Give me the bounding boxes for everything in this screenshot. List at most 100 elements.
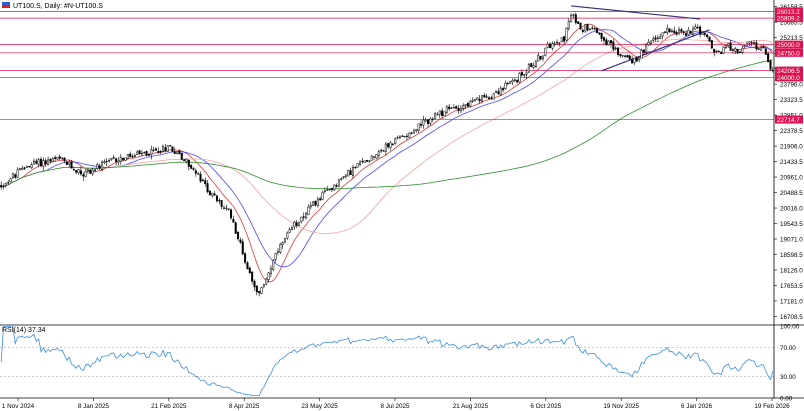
candle [598,32,601,36]
x-tick-label: 23 May 2025 [301,403,338,410]
candle [591,25,594,31]
candle [68,160,71,168]
candle [560,37,563,43]
candle [408,132,411,139]
candle [63,157,66,163]
candle [645,43,648,55]
candle [668,28,671,33]
candle-body [445,106,448,113]
candle [689,30,692,34]
candle-body [373,156,376,158]
candle [511,78,514,85]
candle [237,230,240,241]
candle-body [473,99,476,102]
candle-body [483,94,486,98]
candle [2,183,5,190]
candle-body [354,166,357,169]
candle-body [54,157,57,159]
candle-body [63,157,66,162]
candle [525,68,528,79]
candle-body [11,173,14,179]
candle-body [567,20,570,29]
candle [441,107,444,119]
candle [757,47,760,50]
candle-body [659,36,662,39]
level-label-bg [775,73,803,82]
candle [659,33,662,40]
candle [715,50,718,54]
candle-body [736,49,739,54]
candle-body [79,170,82,175]
candle [373,156,376,161]
candle [56,156,59,161]
candle [652,36,655,43]
candle-body [466,103,469,107]
candle-body [427,119,430,124]
candle [349,167,352,175]
candle [577,21,580,24]
candle [654,35,657,42]
candle [738,50,742,54]
candle-body [344,174,347,177]
candle [675,30,678,37]
candle-body [157,151,160,153]
candle [450,106,453,110]
candle [771,66,774,73]
x-tick-label: 8 Jul 2025 [380,403,410,410]
candle-body [462,105,465,109]
candle-body [436,114,439,116]
candle [35,158,38,165]
candle-body [478,98,481,102]
candle [699,25,702,38]
level-label-bg [775,14,803,23]
candle-body [35,160,38,164]
candle [492,92,495,100]
candle [727,43,730,48]
candle [140,149,143,157]
candle [703,31,706,37]
candle [366,159,369,162]
candle-body [553,43,556,45]
candle [405,133,408,141]
candle [431,117,434,123]
candle [443,111,446,116]
candle [86,167,89,174]
candle [546,41,549,49]
candle-body [558,42,561,44]
candle [117,157,120,166]
y-tick-label: 16708.5 [780,314,803,321]
candle [452,104,455,109]
candle [185,158,188,164]
candle [642,49,645,56]
candle [288,227,291,234]
candle [54,155,57,162]
y-tick-label: 17653.5 [780,283,803,290]
candle-body [760,47,763,51]
candle-body [579,22,582,30]
level-label: 26013.2 [777,9,800,16]
candle [295,220,298,229]
candle [305,211,308,220]
candle-body [173,151,176,154]
candle-body [685,33,688,36]
candle [101,160,104,172]
candle [178,149,181,155]
candle-body [84,171,87,177]
candle [328,188,331,191]
candle [241,238,244,256]
candle [401,134,404,137]
candle-body [405,135,408,137]
candle-body [663,31,666,33]
candle [4,182,7,188]
candle [588,28,591,31]
candle [384,141,387,156]
candle [18,167,21,171]
candle-body [21,167,24,170]
candle-body [677,29,681,34]
candle [466,101,469,108]
candle-body [239,239,242,243]
candle [93,168,97,173]
candle [513,78,516,83]
